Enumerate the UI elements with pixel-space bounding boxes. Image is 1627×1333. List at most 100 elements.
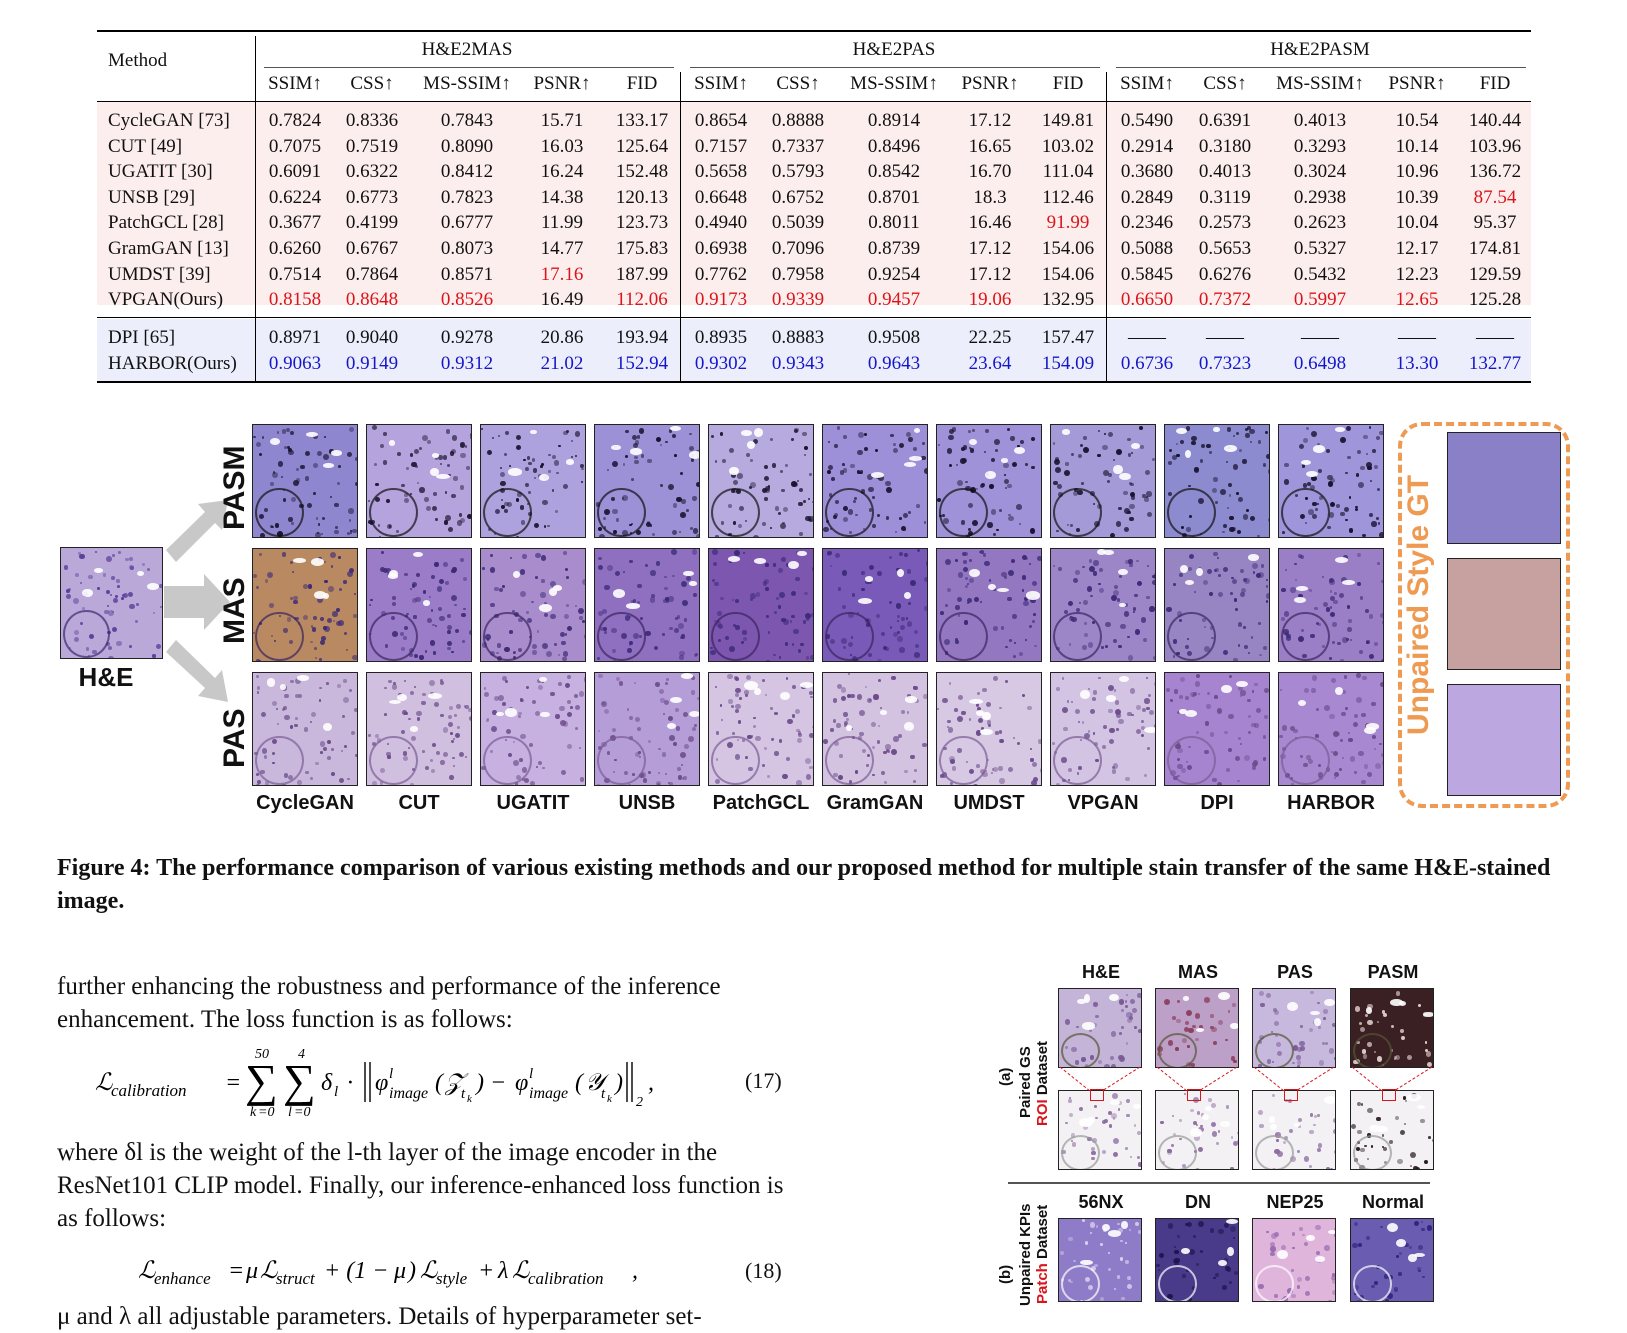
table-value-cell: —— [1128, 327, 1166, 348]
fig5-roi-tile [1155, 1090, 1239, 1170]
svg-text:k: k [607, 1093, 613, 1105]
table-value-cell: 12.17 [1395, 238, 1439, 259]
table-value-cell: 0.2914 [1120, 136, 1174, 157]
metric-header: CSS↑ [350, 73, 394, 94]
result-tile-pasm [708, 424, 814, 538]
result-tile-pas [708, 672, 814, 786]
table-value-cell: 0.7958 [771, 264, 825, 285]
table-value-cell: 0.8542 [867, 161, 921, 182]
svg-text:δ: δ [321, 1070, 333, 1096]
table-value-cell: 10.54 [1395, 110, 1439, 131]
svg-text:style: style [436, 1269, 468, 1288]
table-method-cell: UGATIT [30] [108, 161, 213, 182]
row-label-pasm: PASM [218, 445, 251, 530]
table-value-cell: 140.44 [1468, 110, 1522, 131]
column-label-patchgcl: PatchGCL [712, 792, 810, 814]
svg-text:,: , [648, 1070, 654, 1096]
table-value-cell: 0.6498 [1293, 353, 1347, 374]
svg-text:𝒵: 𝒵 [444, 1070, 469, 1096]
metric-header: SSIM↑ [268, 73, 322, 94]
table-method-cell: UNSB [29] [108, 187, 196, 208]
table-value-cell: 112.46 [1042, 187, 1094, 208]
result-tile-pasm [480, 424, 586, 538]
table-value-cell: 0.7075 [268, 136, 322, 157]
table-value-cell: 154.06 [1041, 238, 1095, 259]
svg-text:t: t [461, 1086, 466, 1102]
table-value-cell: 14.77 [540, 238, 584, 259]
table-value-cell: 17.12 [968, 238, 1012, 259]
table-value-cell: 125.64 [615, 136, 669, 157]
table-value-cell: 0.7864 [345, 264, 399, 285]
svg-text:φ: φ [375, 1070, 388, 1096]
table-value-cell: 0.6650 [1120, 289, 1174, 310]
metric-header: MS-SSIM↑ [1276, 73, 1364, 94]
fig5-patch-tile [1058, 1218, 1142, 1302]
paragraph-2: where δl is the weight of the l-th layer… [57, 1139, 784, 1232]
result-tile-mas [708, 548, 814, 662]
table-value-cell: 0.2346 [1120, 212, 1174, 233]
table-value-cell: 19.06 [968, 289, 1012, 310]
table-value-cell: 0.9063 [268, 353, 322, 374]
fig5-label-b-patch-rest: Dataset [1034, 1204, 1051, 1264]
fig5-label-a-roi: ROI Dataset [1034, 1041, 1052, 1126]
svg-text:l: l [334, 1084, 338, 1100]
branch-arrows [164, 500, 230, 702]
table-value-cell: 0.6091 [268, 161, 322, 182]
result-tile-pasm [366, 424, 472, 538]
table-value-cell: 23.64 [968, 353, 1012, 374]
column-label-unsb: UNSB [618, 792, 676, 814]
group-header: H&E2PASM [1270, 39, 1370, 60]
table-value-cell: 0.8496 [867, 136, 921, 157]
table-value-cell: 0.9643 [867, 353, 921, 374]
result-tile-mas [594, 548, 700, 662]
table-value-cell: 14.38 [540, 187, 584, 208]
result-tile-mas [480, 548, 586, 662]
group-header: H&E2PAS [852, 39, 936, 60]
fig5-bottom-col-label: 56NX [1078, 1192, 1124, 1212]
table-value-cell: 175.83 [615, 238, 669, 259]
fig5-label-a-num: (a) [997, 1067, 1014, 1086]
table-value-cell: 0.8914 [867, 110, 921, 131]
svg-text:image: image [529, 1085, 568, 1102]
row-label-pas: PAS [218, 708, 251, 768]
svg-text:l: l [288, 1105, 292, 1118]
table-value-cell: 10.96 [1395, 161, 1439, 182]
table-value-cell: 103.96 [1468, 136, 1522, 157]
fig5-patch-tile [1350, 1218, 1434, 1302]
svg-text:ℒ: ℒ [512, 1258, 530, 1284]
table-vsep-method [255, 36, 256, 382]
roi-zoom-lines [1059, 1066, 1433, 1092]
table-value-cell: 12.65 [1395, 289, 1439, 310]
fig5-label-b-title: Unpaired KPIs [1017, 1203, 1035, 1306]
table-value-cell: 0.9508 [867, 327, 921, 348]
table-value-cell: 16.46 [968, 212, 1012, 233]
table-value-cell: 0.8883 [771, 327, 825, 348]
fig5-roi-tile [1350, 1090, 1434, 1170]
result-tile-pasm [594, 424, 700, 538]
table-value-cell: —— [1398, 327, 1436, 348]
group-rule-3 [1116, 67, 1526, 68]
table-value-cell: 0.7337 [771, 136, 825, 157]
fig5-label-b-num: (b) [997, 1264, 1014, 1284]
table-value-cell: 20.86 [540, 327, 584, 348]
svg-text:ℒ: ℒ [420, 1258, 438, 1284]
table-value-cell: 0.2849 [1120, 187, 1174, 208]
fig5-label-b-title-text: Unpaired KPIs [1017, 1203, 1034, 1306]
svg-text:l: l [529, 1066, 533, 1082]
result-tile-mas [1050, 548, 1156, 662]
gt-tile-pas [1447, 684, 1561, 796]
result-tile-mas [936, 548, 1042, 662]
table-value-cell: 0.2938 [1293, 187, 1347, 208]
table-value-cell: 0.8158 [268, 289, 322, 310]
table-value-cell: 152.48 [615, 161, 669, 182]
result-tile-pas [1278, 672, 1384, 786]
fig5-roi-tile [1252, 1090, 1336, 1170]
table-value-cell: 0.3293 [1293, 136, 1347, 157]
table-value-cell: 0.8654 [694, 110, 748, 131]
input-he-tile [60, 547, 163, 659]
table-value-cell: 18.3 [973, 187, 1007, 208]
table-value-cell: 154.06 [1041, 264, 1095, 285]
svg-text:ℒ: ℒ [138, 1258, 156, 1284]
table-value-cell: 0.6322 [345, 161, 399, 182]
table-value-cell: 111.04 [1042, 161, 1094, 182]
